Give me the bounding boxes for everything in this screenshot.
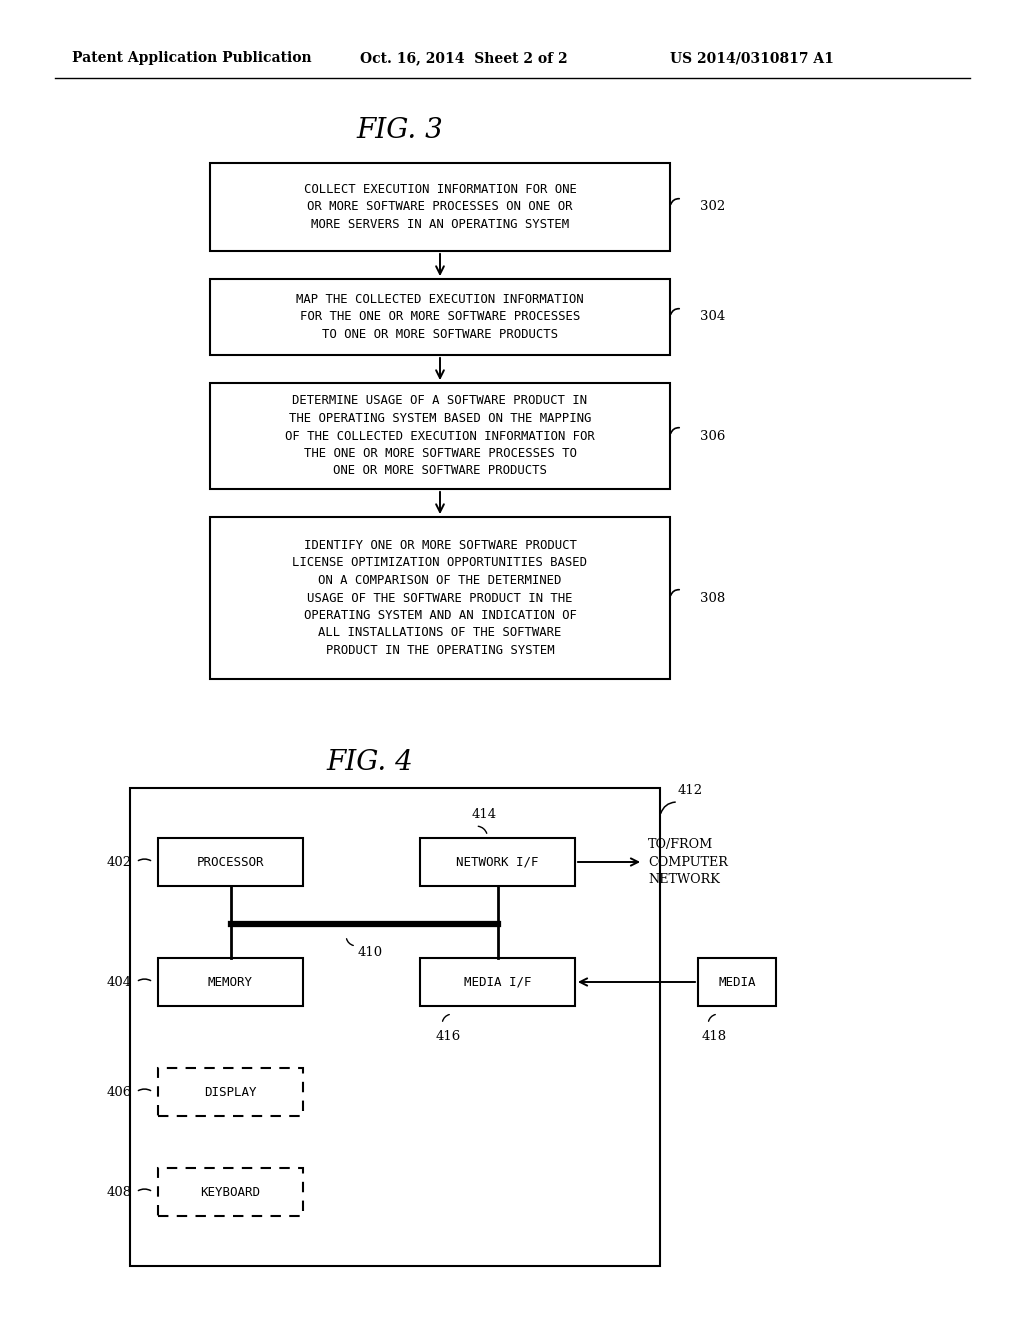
Text: US 2014/0310817 A1: US 2014/0310817 A1 bbox=[670, 51, 834, 65]
Bar bbox=[130, 788, 660, 1266]
Text: 414: 414 bbox=[471, 808, 497, 821]
Text: 302: 302 bbox=[700, 201, 725, 214]
Bar bbox=[210, 383, 670, 488]
Text: KEYBOARD: KEYBOARD bbox=[201, 1185, 260, 1199]
Text: 406: 406 bbox=[106, 1085, 132, 1098]
Text: 418: 418 bbox=[702, 1030, 727, 1043]
Bar bbox=[698, 958, 776, 1006]
Text: Oct. 16, 2014  Sheet 2 of 2: Oct. 16, 2014 Sheet 2 of 2 bbox=[360, 51, 567, 65]
Text: 416: 416 bbox=[436, 1030, 461, 1043]
Text: Patent Application Publication: Patent Application Publication bbox=[72, 51, 311, 65]
Text: NETWORK I/F: NETWORK I/F bbox=[457, 855, 539, 869]
Bar bbox=[420, 838, 575, 886]
Text: IDENTIFY ONE OR MORE SOFTWARE PRODUCT
LICENSE OPTIMIZATION OPPORTUNITIES BASED
O: IDENTIFY ONE OR MORE SOFTWARE PRODUCT LI… bbox=[293, 539, 588, 657]
Text: 410: 410 bbox=[358, 945, 383, 958]
Text: FIG. 3: FIG. 3 bbox=[356, 116, 443, 144]
Text: MEDIA: MEDIA bbox=[718, 975, 756, 989]
Text: PROCESSOR: PROCESSOR bbox=[197, 855, 264, 869]
Text: FIG. 4: FIG. 4 bbox=[327, 748, 414, 776]
Text: MEDIA I/F: MEDIA I/F bbox=[464, 975, 531, 989]
Text: 404: 404 bbox=[106, 975, 132, 989]
Text: TO/FROM
COMPUTER
NETWORK: TO/FROM COMPUTER NETWORK bbox=[648, 838, 728, 886]
Bar bbox=[210, 279, 670, 355]
Text: 304: 304 bbox=[700, 310, 725, 323]
Text: 308: 308 bbox=[700, 591, 725, 605]
Text: 306: 306 bbox=[700, 429, 725, 442]
Text: 412: 412 bbox=[678, 784, 703, 796]
Bar bbox=[158, 838, 303, 886]
Text: MEMORY: MEMORY bbox=[208, 975, 253, 989]
Bar bbox=[158, 958, 303, 1006]
Text: COLLECT EXECUTION INFORMATION FOR ONE
OR MORE SOFTWARE PROCESSES ON ONE OR
MORE : COLLECT EXECUTION INFORMATION FOR ONE OR… bbox=[303, 183, 577, 231]
Text: 408: 408 bbox=[106, 1185, 132, 1199]
Bar bbox=[210, 517, 670, 678]
Bar bbox=[210, 162, 670, 251]
Text: DETERMINE USAGE OF A SOFTWARE PRODUCT IN
THE OPERATING SYSTEM BASED ON THE MAPPI: DETERMINE USAGE OF A SOFTWARE PRODUCT IN… bbox=[285, 395, 595, 478]
Text: DISPLAY: DISPLAY bbox=[204, 1085, 257, 1098]
Bar bbox=[420, 958, 575, 1006]
Bar bbox=[158, 1168, 303, 1216]
Text: 402: 402 bbox=[106, 855, 132, 869]
Bar bbox=[158, 1068, 303, 1115]
Text: MAP THE COLLECTED EXECUTION INFORMATION
FOR THE ONE OR MORE SOFTWARE PROCESSES
T: MAP THE COLLECTED EXECUTION INFORMATION … bbox=[296, 293, 584, 341]
